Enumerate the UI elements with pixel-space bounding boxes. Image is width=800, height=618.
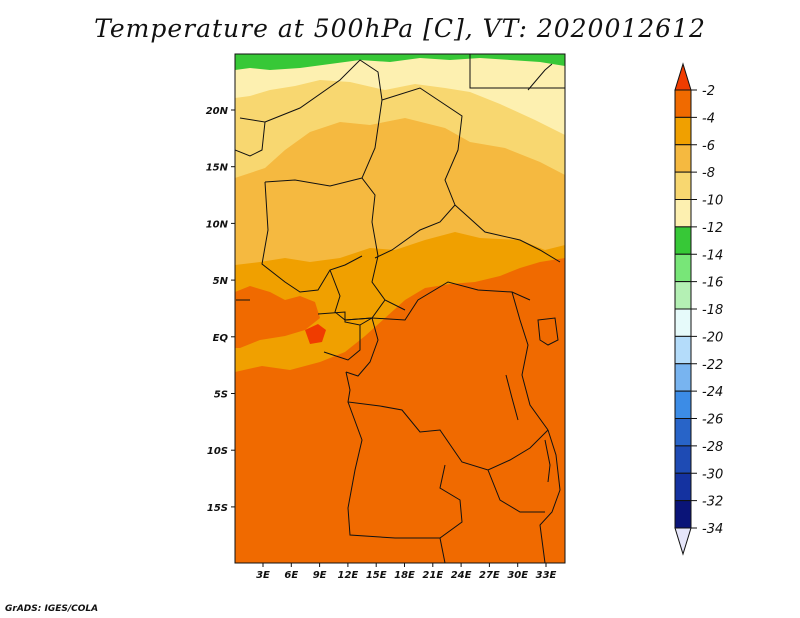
colorbar-label: -4: [702, 111, 715, 126]
colorbar-label: -10: [702, 194, 723, 209]
field-minus4-minus2: [235, 258, 565, 563]
border-drc-south: [345, 371, 549, 471]
colorbar-swatch: [674, 253, 692, 283]
colorbar-label: -20: [702, 330, 723, 345]
colorbar-label: -14: [702, 248, 723, 263]
border-cameroon: [329, 269, 386, 321]
border-drc-east: [511, 291, 549, 431]
colorbar-swatch: [674, 418, 692, 447]
lat-label: 20N: [206, 106, 229, 117]
colorbar-label: -22: [702, 358, 723, 373]
longitude-axis: 3E 6E 9E 12E 15E 18E 21E 24E 27E 30E 33E: [256, 563, 557, 581]
colorbar-label: -6: [702, 139, 715, 154]
lat-label: 10N: [206, 219, 229, 230]
border-nigeria: [261, 181, 363, 293]
border-chad-sudan: [374, 87, 463, 259]
border-congo: [345, 317, 379, 377]
colorbar-label: -30: [702, 467, 723, 482]
border-mali-niger: [235, 117, 266, 157]
lon-label: 6E: [284, 570, 298, 581]
field-coastal-tongue: [235, 286, 320, 348]
colorbar-swatch: [674, 500, 692, 529]
border-nile: [527, 63, 553, 91]
border-namibia: [439, 537, 446, 563]
colorbar-swatch: [674, 226, 692, 255]
lon-label: 18E: [394, 570, 415, 581]
border-niger-chad: [264, 59, 406, 311]
lon-label: 15E: [366, 570, 387, 581]
colorbar-swatch: [674, 390, 692, 419]
lat-label: 5N: [213, 276, 229, 287]
colorbar-label: -16: [702, 276, 723, 291]
lon-label: 3E: [256, 570, 270, 581]
lake-malawi: [544, 439, 551, 483]
latitude-axis: 20N 15N 10N 5N EQ 5S 10S 15S: [206, 106, 235, 514]
colorbar-label: -18: [702, 303, 723, 318]
colorbar-swatch: [674, 281, 692, 310]
colorbar-swatch: [674, 171, 692, 200]
colorbar-label: -24: [702, 385, 723, 400]
border-gabon: [317, 311, 361, 361]
lat-label: 15N: [206, 163, 229, 174]
lake-tanganyika: [505, 374, 519, 421]
lon-label: 12E: [338, 570, 359, 581]
colorbar-label: -2: [702, 84, 715, 99]
colorbar-label: -8: [702, 166, 715, 181]
lat-label: EQ: [213, 333, 229, 344]
colorbar-swatch: [674, 116, 692, 146]
border-angola: [347, 401, 463, 539]
field-above-minus2: [305, 324, 326, 344]
colorbar-swatch: [674, 363, 692, 392]
lon-label: 24E: [451, 570, 472, 581]
colorbar-label: -12: [702, 221, 723, 236]
colorbar-swatch: [674, 144, 692, 173]
border-nigeria-north: [264, 177, 363, 187]
lat-label: 15S: [207, 503, 228, 514]
colorbar-swatch: [674, 445, 692, 474]
border-south-sudan: [454, 204, 561, 263]
colorbar-swatch: [674, 335, 692, 365]
chart-title: Temperature at 500hPa [C], VT: 202001261…: [94, 14, 706, 43]
lat-label: 10S: [207, 446, 228, 457]
lon-label: 21E: [422, 570, 443, 581]
temperature-field: [235, 54, 565, 563]
lon-label: 30E: [507, 570, 528, 581]
lon-label: 27E: [479, 570, 500, 581]
border-mozambique: [539, 429, 561, 563]
lon-label: 33E: [536, 570, 557, 581]
colorbar-label: -26: [702, 413, 723, 428]
colorbar-swatch: [674, 89, 692, 118]
border-zambia: [487, 469, 545, 513]
colorbar-swatch: [674, 308, 692, 337]
field-minus12-minus10: [235, 54, 565, 135]
colorbar-label: -34: [702, 522, 723, 537]
colorbar-bottom-arrow: [674, 527, 692, 556]
colorbar-label: -28: [702, 440, 723, 455]
grads-credit: GrADS: IGES/COLA: [5, 604, 99, 614]
lon-label: 9E: [313, 570, 327, 581]
map-frame: [234, 53, 566, 564]
colorbar-top-arrow: [674, 62, 692, 91]
colorbar-label: -32: [702, 495, 723, 510]
lake-victoria: [537, 317, 559, 346]
border-car: [344, 281, 531, 321]
lat-label: 5S: [214, 390, 228, 401]
country-borders: [235, 54, 565, 563]
colorbar: -2 -4 -6 -8 -10 -12 -14 -16 -18 -20 -22 -24 -26 -28 -3…: [674, 62, 723, 556]
border-libya-egypt: [469, 54, 565, 89]
colorbar-swatch: [674, 199, 692, 228]
field-minus14-minus12: [235, 54, 565, 70]
colorbar-swatch: [674, 472, 692, 502]
